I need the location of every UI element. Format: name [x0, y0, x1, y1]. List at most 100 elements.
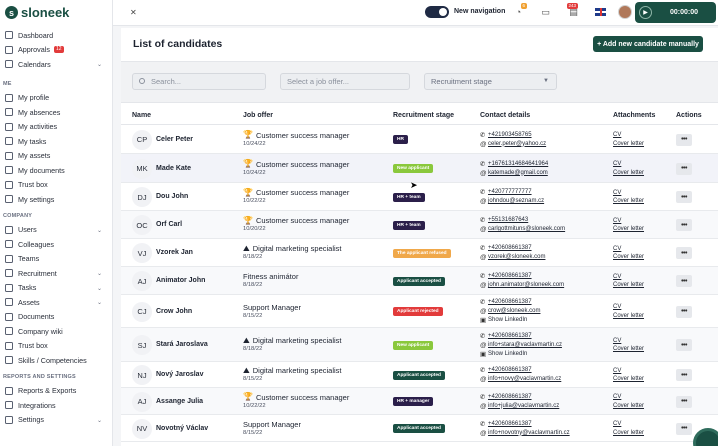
sidebar-item-colleagues[interactable]: Colleagues [0, 237, 112, 252]
new-navigation-toggle[interactable] [425, 6, 449, 18]
table-row[interactable]: AJ Assange Julia 🏆 Customer success manager… [121, 388, 718, 415]
more-actions-button[interactable]: ••• [676, 339, 692, 351]
sidebar-item-trust-box[interactable]: Trust box [0, 339, 112, 354]
phone-line[interactable]: ✆ +420608661387 [480, 332, 562, 341]
sidebar-item-company-wiki[interactable]: Company wiki [0, 324, 112, 339]
job-offer[interactable]: ⛰ Digital marketing specialist 8/18/22 [243, 336, 342, 352]
stage-badge[interactable]: The applicant refused [393, 248, 451, 258]
sidebar-item-assets[interactable]: Assets ⌄ [0, 295, 112, 310]
more-actions-button[interactable]: ••• [676, 369, 692, 381]
stage-badge[interactable]: Applicant accepted [393, 370, 445, 380]
phone-line[interactable]: ✆ +55131687643 [480, 216, 565, 225]
cover-letter-link[interactable]: Cover letter [613, 140, 645, 147]
cover-letter-link[interactable]: Cover letter [613, 226, 645, 232]
more-actions-button[interactable]: ••• [676, 133, 692, 146]
stage-badge[interactable]: HR [393, 135, 408, 144]
phone-line[interactable]: ✆ +421903458765 [480, 131, 546, 140]
cv-link[interactable]: CV [613, 189, 622, 196]
search-input[interactable]: Search... [132, 73, 266, 90]
sidebar-item-my-activities[interactable]: My activities [0, 120, 112, 135]
cover-letter-link[interactable]: Cover letter [613, 429, 645, 436]
sidebar-item-my-absences[interactable]: My absences [0, 105, 112, 120]
email-line[interactable]: @ vzorek@sloneek.com [480, 253, 545, 262]
phone-line[interactable]: ✆ +420608661387 [480, 366, 561, 375]
more-actions-button[interactable]: ••• [676, 162, 692, 175]
sidebar-item-recruitment[interactable]: Recruitment ⌄ [0, 266, 112, 281]
cover-letter-link[interactable]: Cover letter [613, 169, 645, 176]
table-row[interactable]: MK Made Kate 🏆 Customer success manager 10/2… [121, 154, 718, 183]
email-line[interactable]: @ info+novy@vaclavmartin.cz [480, 375, 561, 384]
sidebar-item-documents[interactable]: Documents [0, 310, 112, 325]
recruitment-stage-select[interactable]: Recruitment stage ▼ [424, 73, 557, 90]
linkedin-line[interactable]: ▣ Show LinkedIn [480, 350, 562, 359]
candidate-name[interactable]: Stará Jaroslava [156, 341, 208, 348]
more-actions-button[interactable]: ••• [676, 219, 692, 231]
job-offer[interactable]: Support Manager 8/15/22 [243, 420, 301, 436]
candidate-name[interactable]: Assange Julia [156, 397, 204, 405]
cover-letter-link[interactable]: Cover letter [613, 254, 645, 260]
job-offer[interactable]: 🏆 Customer success manager 10/24/22 [243, 131, 349, 147]
more-actions-button[interactable]: ••• [676, 247, 692, 259]
cv-link[interactable]: CV [613, 161, 622, 167]
logo[interactable]: s sloneek [5, 5, 69, 20]
stage-badge[interactable]: HR + manager [393, 397, 434, 406]
stage-badge[interactable]: New applicant [393, 340, 434, 350]
table-row[interactable]: NJ Nový Jaroslav ⛰ Digital marketing specia… [121, 362, 718, 388]
table-row[interactable]: DJ Dou John 🏆 Customer success manager 10/22… [121, 183, 718, 211]
help-chat-button[interactable] [693, 428, 718, 446]
phone-line[interactable]: ✆ +16761314684641964 [480, 160, 548, 169]
linkedin-line[interactable]: ▣ Show LinkedIn [480, 316, 540, 325]
cv-link[interactable]: CV [613, 273, 622, 280]
job-offer[interactable]: 🏆 Customer success manager 10/22/22 [243, 393, 349, 409]
email-line[interactable]: @ johndou@seznam.cz [480, 197, 544, 206]
stage-badge[interactable]: HR + team [393, 220, 425, 230]
sidebar-item-integrations[interactable]: Integrations [0, 398, 112, 413]
candidate-name[interactable]: Orf Carl [156, 221, 183, 228]
play-icon[interactable]: ▶ [639, 6, 652, 19]
add-candidate-button[interactable]: + Add new candidate manually [593, 36, 703, 52]
candidate-name[interactable]: Nový Jaroslav [156, 371, 204, 378]
email-line[interactable]: @ info+julia@vaclavmartin.cz [480, 402, 559, 411]
candidate-name[interactable]: Celer Peter [156, 135, 193, 143]
user-avatar[interactable] [618, 5, 632, 19]
sidebar-item-my-assets[interactable]: My assets [0, 149, 112, 164]
sidebar-item-my-documents[interactable]: My documents [0, 163, 112, 178]
cv-link[interactable]: CV [613, 421, 622, 427]
job-offer[interactable]: 🏆 Customer success manager 10/22/22 [243, 188, 349, 204]
email-line[interactable]: @ celer.peter@yahoo.cz [480, 140, 546, 149]
phone-line[interactable]: ✆ +420777777777 [480, 188, 544, 197]
language-flag-icon[interactable] [595, 8, 606, 16]
close-icon[interactable]: ✕ [130, 8, 137, 17]
table-row[interactable]: OC Orf Carl 🏆 Customer success manager 10/20… [121, 211, 718, 239]
candidate-name[interactable]: Animator John [156, 277, 206, 284]
phone-line[interactable]: ✆ +420608661387 [480, 244, 545, 253]
candidate-name[interactable]: Made Kate [156, 164, 192, 172]
table-row[interactable]: CP Celer Peter 🏆 Customer success manager 10… [121, 125, 718, 154]
phone-line[interactable]: ✆ +420608661387 [480, 298, 540, 307]
cv-link[interactable]: CV [613, 367, 622, 374]
sidebar-item-settings[interactable]: Settings ⌄ [0, 413, 112, 428]
sidebar-item-my-settings[interactable]: My settings [0, 192, 112, 207]
job-offer[interactable]: 🏆 Customer success manager 10/20/22 [243, 216, 349, 232]
more-actions-button[interactable]: ••• [676, 395, 692, 408]
sidebar-item-tasks[interactable]: Tasks ⌄ [0, 281, 112, 296]
sidebar-item-dashboard[interactable]: Dashboard [0, 28, 112, 43]
stage-badge[interactable]: New applicant [393, 164, 434, 173]
email-line[interactable]: @ info+novotny@vaclavmartin.cz [480, 429, 570, 438]
table-row[interactable]: NV Novotný Václav Support Manager 8/15/22 Ap… [121, 415, 718, 442]
sidebar-item-reports-exports[interactable]: Reports & Exports [0, 384, 112, 399]
cv-link[interactable]: CV [613, 245, 622, 252]
table-row[interactable]: CJ Crow John Support Manager 8/15/22 Applica… [121, 295, 718, 328]
phone-line[interactable]: ✆ +420608661387 [480, 420, 570, 429]
cover-letter-link[interactable]: Cover letter [613, 312, 645, 319]
sidebar-item-my-tasks[interactable]: My tasks [0, 134, 112, 149]
email-line[interactable]: @ crow@sloneek.com [480, 307, 540, 316]
job-offer[interactable]: Support Manager 8/15/22 [243, 303, 301, 319]
job-offer[interactable]: Fitness animátor 8/18/22 [243, 272, 298, 288]
candidate-name[interactable]: Dou John [156, 193, 189, 200]
more-actions-button[interactable]: ••• [676, 305, 692, 318]
notifications-icon[interactable]: ◔ [515, 7, 522, 17]
stage-badge[interactable]: Applicant accepted [393, 276, 445, 286]
email-line[interactable]: @ info+stara@vaclavmartin.cz [480, 341, 562, 350]
sidebar-item-users[interactable]: Users ⌄ [0, 223, 112, 238]
